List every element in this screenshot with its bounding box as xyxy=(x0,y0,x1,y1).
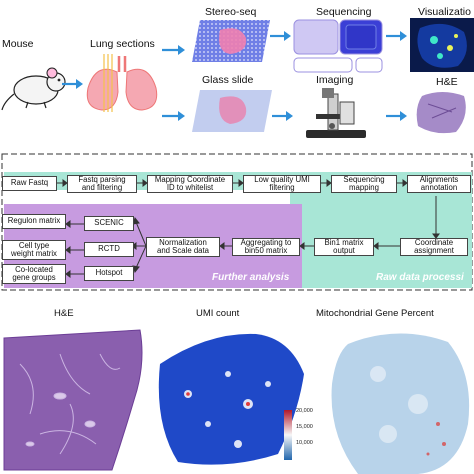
sequencing-label: Sequencing xyxy=(316,6,372,18)
step-bin1-matrix: Bin1 matrix output xyxy=(314,238,374,256)
step-sequencing-mapping: Sequencing mapping xyxy=(331,175,397,193)
glass-slide-icon xyxy=(192,90,272,132)
arrow-lung-to-glass xyxy=(162,111,185,121)
colorbar xyxy=(284,410,292,460)
stereo-seq-chip-icon xyxy=(192,20,270,62)
output-co-located-genes: Co-located gene groups xyxy=(2,264,66,284)
arrow-lung-to-stereo xyxy=(162,45,185,55)
method-scenic: SCENIC xyxy=(84,216,134,231)
top-panel: Mouse Lung sections Stereo-seq xyxy=(0,0,474,140)
workflow-dashed-border xyxy=(1,153,473,291)
microscope-icon xyxy=(306,88,366,138)
step-aggregating-bin50: Aggregating to bin50 matrix xyxy=(232,238,300,256)
step-alignments-annotation: Alignments annotation xyxy=(407,175,471,193)
step-raw-fastq: Raw Fastq xyxy=(2,176,57,191)
arrow-imaging-to-he xyxy=(386,111,407,121)
arrow-stereo-to-sequencing xyxy=(270,31,291,41)
sequencer-icon xyxy=(293,19,383,73)
step-fastq-parsing: Fastq parsing and filtering xyxy=(67,175,137,193)
output-cell-type-weight: Cell type weight matrix xyxy=(2,240,66,260)
colorbar-tick-mid: 15,000 xyxy=(296,424,313,430)
lung-icon xyxy=(86,54,158,112)
step-normalization: Normalization and Scale data xyxy=(146,237,220,257)
arrow-mouse-to-lung xyxy=(62,79,83,89)
output-regulon-matrix: Regulon matrix xyxy=(2,214,66,229)
umi-count-map xyxy=(158,333,304,465)
he-top-thumbnail xyxy=(416,92,466,134)
visualization-label: Visualizatio xyxy=(418,6,471,18)
arrow-sequencing-to-visualization xyxy=(386,31,407,41)
bottom-panel: H&E UMI count Mitochondrial Gene Percent xyxy=(0,300,474,474)
arrow-glass-to-imaging xyxy=(272,111,293,121)
umi-count-title: UMI count xyxy=(196,308,240,319)
colorbar-tick-low: 10,000 xyxy=(296,440,313,446)
mito-gene-percent-title: Mitochondrial Gene Percent xyxy=(316,308,434,319)
colorbar-tick-high: 20,000 xyxy=(296,408,313,414)
he-top-label: H&E xyxy=(436,76,458,88)
glass-slide-label: Glass slide xyxy=(202,74,254,86)
step-mapping-coordinate: Mapping Coordinate ID to whitelist xyxy=(147,175,233,193)
imaging-label: Imaging xyxy=(316,74,354,86)
he-title: H&E xyxy=(54,308,74,319)
method-hotspot: Hotspot xyxy=(84,266,134,281)
raw-data-processing-label: Raw data processi xyxy=(376,272,464,283)
method-rctd: RCTD xyxy=(84,242,134,257)
mouse-label: Mouse xyxy=(2,38,34,50)
step-low-quality-umi: Low quality UMI filtering xyxy=(243,175,321,193)
workflow-panel: Raw Fastq Fastq parsing and filtering Ma… xyxy=(0,152,474,292)
step-coordinate-assignment: Coordinate assignment xyxy=(400,238,468,256)
visualization-thumbnail xyxy=(410,18,474,72)
stereo-seq-label: Stereo-seq xyxy=(205,6,257,18)
mito-percent-map xyxy=(331,333,470,474)
mouse-icon xyxy=(1,67,66,111)
he-tissue-image xyxy=(3,329,143,471)
further-analysis-label: Further analysis xyxy=(212,272,290,283)
lung-sections-label: Lung sections xyxy=(90,38,155,50)
